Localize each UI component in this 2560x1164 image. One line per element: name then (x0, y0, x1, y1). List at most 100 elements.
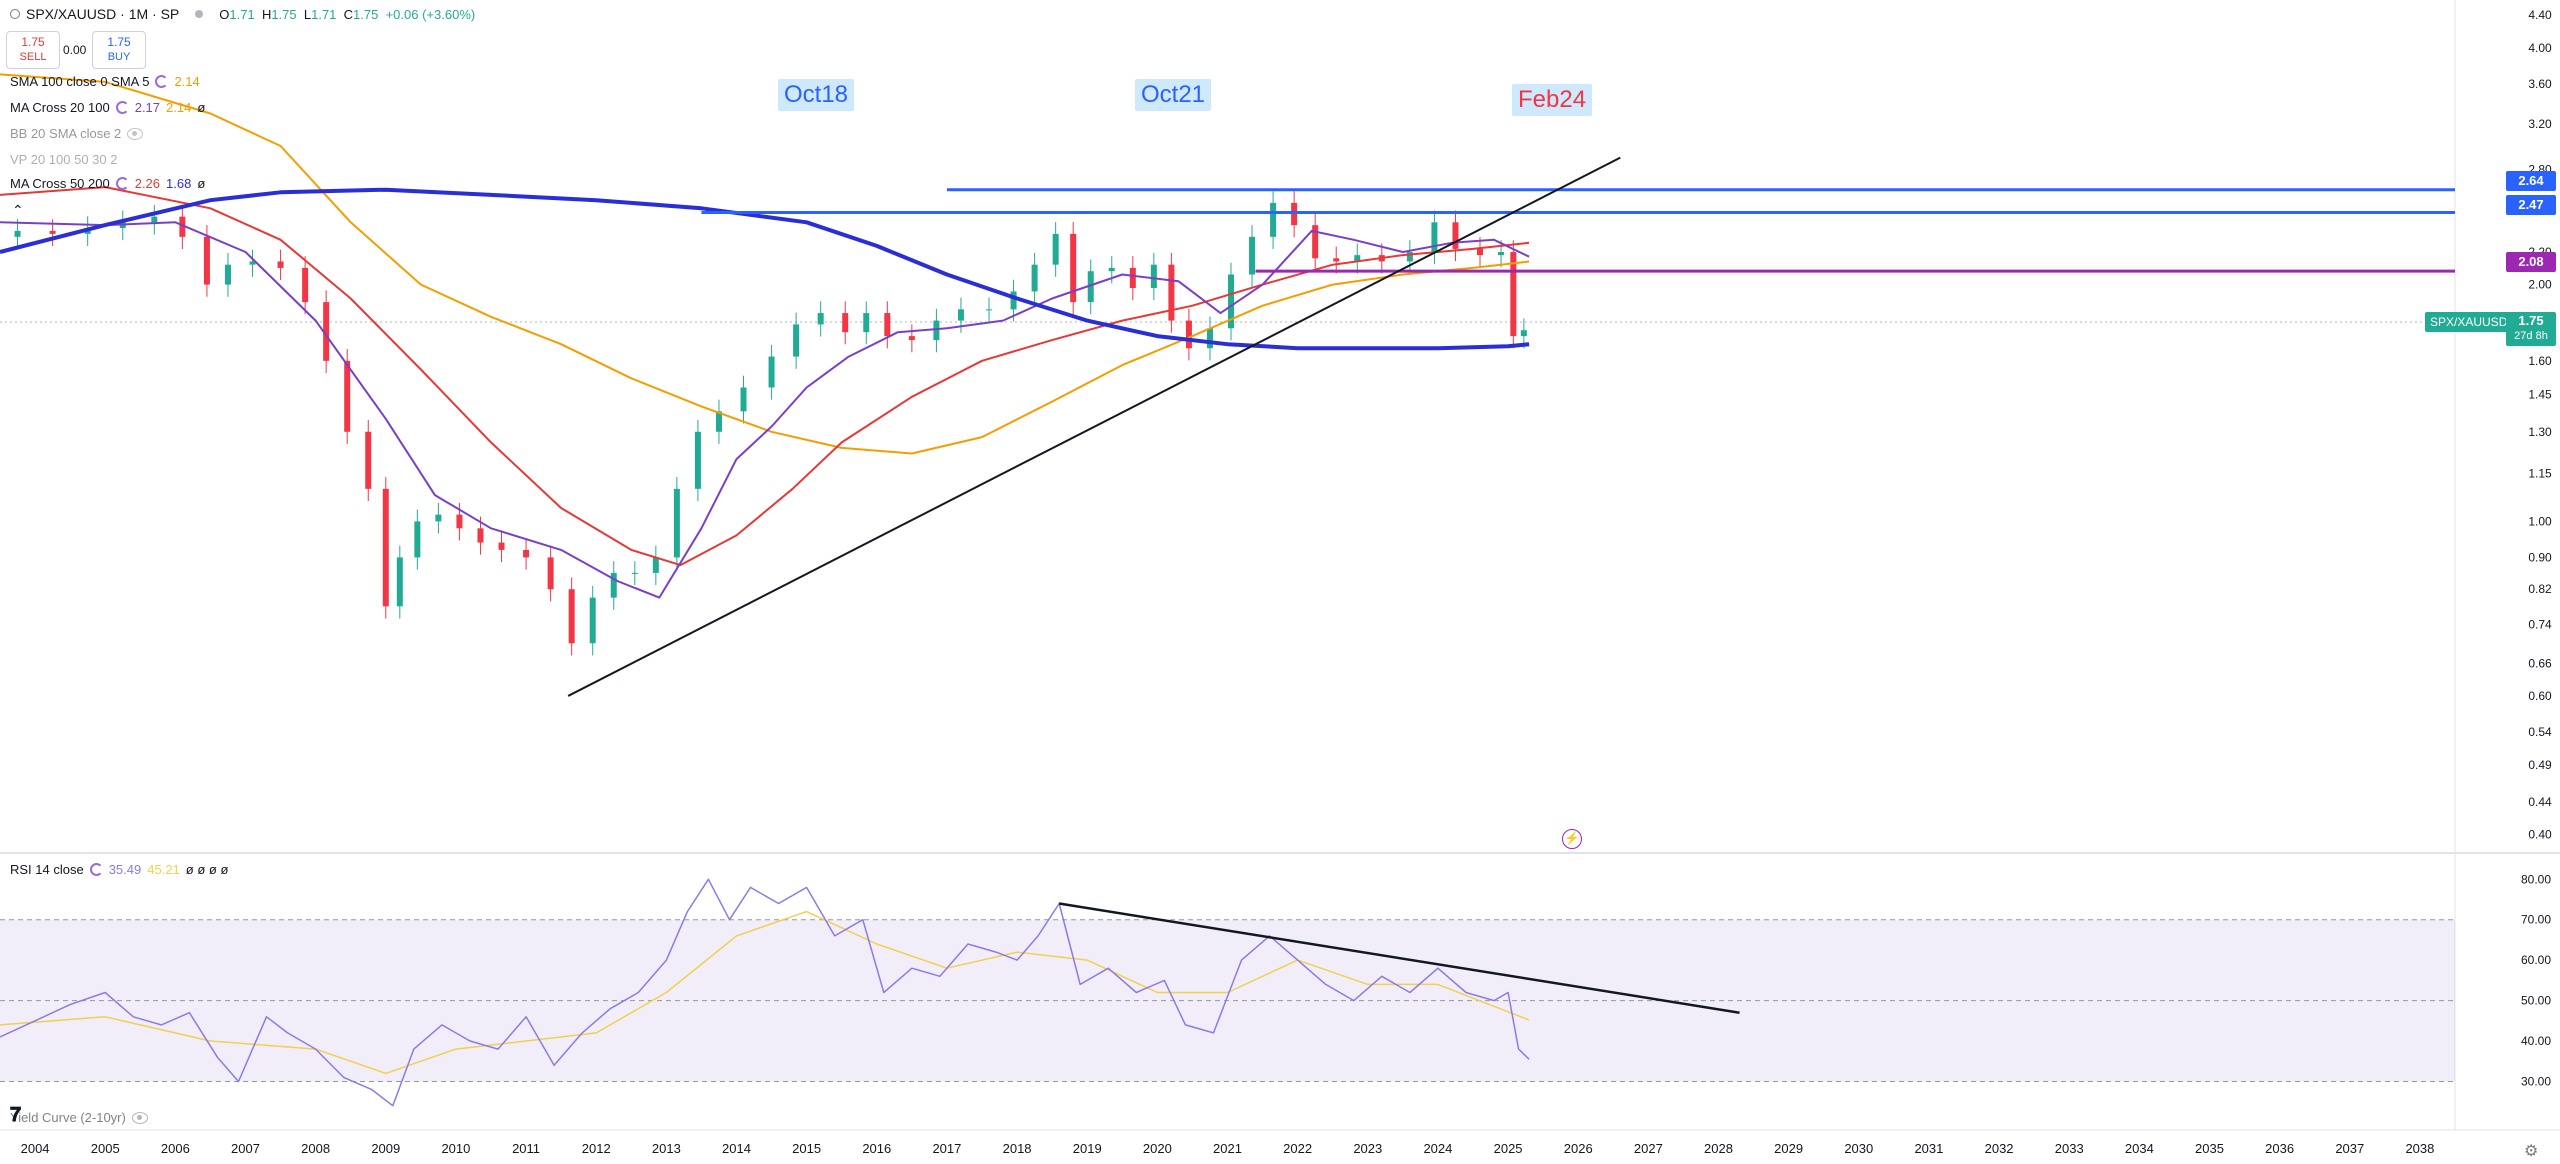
candle-body (1185, 320, 1192, 349)
legend-bb[interactable]: BB 20 SMA close 2 (10, 126, 144, 141)
candle-body (382, 488, 389, 607)
time-axis-label: 2025 (1494, 1141, 1523, 1156)
annotation-oct18[interactable]: Oct18 (778, 79, 855, 111)
price-axis-label: 0.66 (2528, 656, 2552, 670)
legend-ma-cross-50-200[interactable]: MA Cross 50 200 2.26 1.68 ø (10, 176, 205, 191)
annotation-feb24[interactable]: Feb24 (1512, 84, 1593, 116)
price-axis-label: 3.60 (2528, 77, 2552, 91)
candle-body (610, 572, 617, 598)
candle-body (498, 542, 505, 550)
eye-icon[interactable] (127, 127, 144, 140)
price-axis-label: 1.15 (2528, 467, 2552, 481)
level-tag-247: 2.47 (2506, 195, 2556, 215)
candle-body (589, 597, 596, 644)
sell-button[interactable]: 1.75 SELL (6, 31, 60, 69)
legend-vp[interactable]: VP 20 100 50 30 2 (10, 152, 117, 167)
candle-body (547, 557, 554, 590)
settings-icon[interactable] (115, 101, 129, 114)
sell-price: 1.75 (21, 35, 45, 49)
rsi-trendline (1058, 902, 1740, 1014)
legend-yield-curve[interactable]: Yield Curve (2-10yr) (10, 1110, 148, 1125)
candle-body (793, 324, 800, 357)
legend-rsi[interactable]: RSI 14 close 35.49 45.21 ø ø ø ø (10, 862, 228, 877)
candle-body (277, 261, 284, 268)
legend-ma20-value: 2.17 (134, 100, 161, 115)
candle-body (863, 313, 870, 333)
candle-body (179, 216, 186, 237)
price-axis-label: 4.40 (2528, 8, 2552, 22)
candle-body (986, 309, 993, 311)
settings-icon[interactable] (115, 177, 129, 190)
candle-body (1406, 252, 1413, 262)
candle-body (1249, 236, 1256, 275)
candle-body (673, 488, 680, 558)
time-axis-label: 2038 (2405, 1141, 2434, 1156)
legend-ma-cross-20-100[interactable]: MA Cross 20 100 2.17 2.14 ø (10, 100, 205, 115)
candle-body (414, 521, 421, 558)
candle-body (1498, 252, 1505, 256)
legend-bb-name: BB 20 SMA close 2 (10, 126, 122, 141)
candle-body (224, 264, 231, 285)
candle-body (1206, 328, 1213, 349)
eye-icon[interactable] (131, 1111, 148, 1124)
legend-rsi-extra-values: ø ø ø ø (185, 862, 229, 877)
candle-body (249, 261, 256, 265)
lightning-event-icon[interactable]: ⚡ (1562, 829, 1582, 849)
ohlc-values: O1.71 H1.75 L1.71 C1.75 +0.06 (+3.60%) (219, 6, 476, 22)
legend-sma100[interactable]: SMA 100 close 0 SMA 5 2.14 (10, 74, 200, 89)
rsi-line (0, 878, 1530, 1107)
candle-body (151, 216, 158, 223)
legend-ma200-value: 1.68 (166, 176, 192, 191)
time-axis-label: 2015 (792, 1141, 821, 1156)
candle-body (1031, 264, 1038, 292)
legend-yield-curve-name: Yield Curve (2-10yr) (10, 1110, 126, 1125)
candle-body (1087, 271, 1094, 303)
legend-ma50200-cross-value: ø (197, 176, 206, 191)
candle-body (1168, 264, 1175, 321)
time-axis-label: 2026 (1564, 1141, 1593, 1156)
collapse-legend-icon[interactable]: ⌃ (12, 202, 24, 218)
ma20-line (0, 221, 1530, 599)
time-axis-label: 2016 (862, 1141, 891, 1156)
time-axis-label: 2034 (2125, 1141, 2154, 1156)
candle-body (817, 313, 824, 325)
candle-body (652, 557, 659, 573)
candle-body (323, 302, 330, 361)
sell-label: SELL (19, 51, 47, 63)
spread-value: 0.00 (63, 43, 87, 57)
time-axis-label: 2012 (582, 1141, 611, 1156)
candle-body (1477, 248, 1484, 256)
candle-body (1510, 252, 1517, 337)
legend-sma100-value: 2.14 (174, 74, 200, 89)
collapse-icon[interactable] (10, 9, 20, 19)
candle-body (49, 230, 56, 234)
time-axis-label: 2022 (1283, 1141, 1312, 1156)
time-axis-label: 2037 (2335, 1141, 2364, 1156)
time-axis-label: 2028 (1704, 1141, 1733, 1156)
candle-body (1270, 202, 1277, 237)
price-axis-label: 1.60 (2528, 354, 2552, 368)
candle-body (1333, 258, 1340, 262)
time-axis-label: 2010 (441, 1141, 470, 1156)
settings-icon[interactable] (155, 75, 169, 88)
settings-icon[interactable] (89, 863, 103, 876)
price-axis-label: 2.00 (2528, 278, 2552, 292)
last-price-value: 1.75 (2518, 313, 2544, 328)
annotation-oct21[interactable]: Oct21 (1135, 79, 1212, 111)
price-axis-label: 0.74 (2528, 617, 2552, 631)
legend-ma50-value: 2.26 (134, 176, 161, 191)
candle-body (1520, 330, 1527, 337)
buy-price: 1.75 (107, 35, 131, 49)
candle-body (365, 431, 372, 489)
time-axis-label: 2011 (512, 1141, 540, 1156)
price-axis-label: 3.20 (2528, 117, 2552, 131)
gear-icon[interactable]: ⚙ (2524, 1143, 2539, 1160)
price-axis-label: 0.90 (2528, 550, 2552, 564)
buy-button[interactable]: 1.75 BUY (92, 31, 146, 69)
candle-body (715, 411, 722, 432)
symbol-title[interactable]: SPX/XAUUSD · 1M · SP (26, 6, 180, 22)
last-price-symbol-tag: SPX/XAUUSD (2425, 312, 2513, 332)
time-axis-label: 2018 (1003, 1141, 1032, 1156)
tradingview-logo-icon[interactable]: 𝟕 (10, 1104, 22, 1126)
